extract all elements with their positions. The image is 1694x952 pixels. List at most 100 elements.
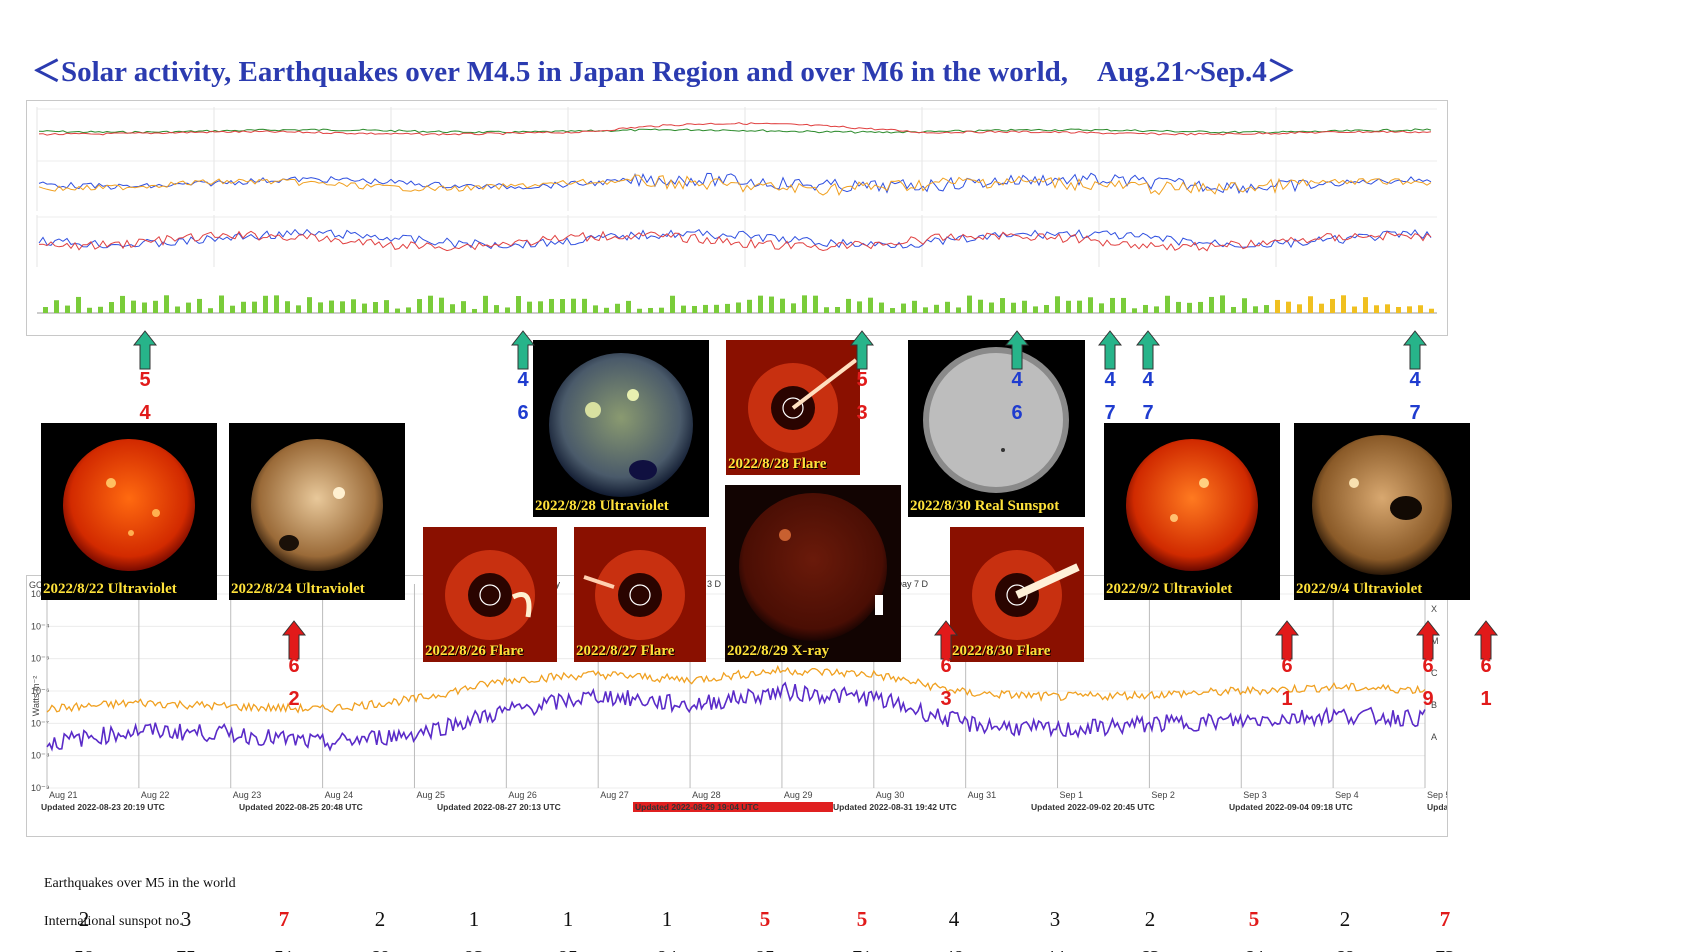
trace-line [38, 174, 1432, 196]
x-tick-label: Aug 25 [416, 790, 445, 800]
magnitude-digit: 9 [1422, 688, 1434, 710]
magnitude-digit: 7 [1142, 402, 1154, 424]
x-tick-label: Aug 27 [600, 790, 629, 800]
kp-bar [1407, 306, 1412, 313]
kp-bar [1000, 298, 1005, 313]
earthquake-count: 3 [180, 907, 192, 931]
time-range-tab[interactable]: 3 Day 7 D [888, 579, 929, 589]
kp-bar [516, 296, 521, 313]
kp-bar [307, 297, 312, 313]
green-up-arrow-icon [1403, 330, 1427, 370]
kp-bar [780, 298, 785, 313]
kp-bar [197, 298, 202, 313]
arrow-shape [934, 620, 958, 660]
earthquake-count: 5 [759, 907, 771, 931]
kp-bar [560, 299, 565, 313]
image-caption: 2022/8/28 Ultraviolet [535, 498, 669, 514]
x-tick-label: Aug 21 [49, 790, 78, 800]
kp-bar [450, 304, 455, 313]
trace-line [38, 128, 1432, 134]
kp-bar [1275, 299, 1280, 313]
kp-bar [351, 299, 356, 313]
coronagraph-icon [950, 527, 1084, 662]
kp-bar [362, 303, 367, 313]
magnitude-digit: 1 [1281, 688, 1293, 710]
earthquake-count: 1 [661, 907, 673, 931]
series-line [46, 664, 1426, 714]
red-up-arrow-icon [1275, 620, 1299, 660]
solar-image: 2022/8/29 X-ray [725, 485, 901, 662]
kp-bar [692, 305, 697, 313]
y-tick-label: 10⁻⁹ [31, 783, 50, 793]
green-up-arrow-icon [1098, 330, 1122, 370]
kp-bar [1077, 300, 1082, 313]
sunspot-number: 69 [1325, 947, 1365, 952]
time-range-tab[interactable]: 3 D [707, 579, 722, 589]
solar-image: 2022/9/4 Ultraviolet [1294, 423, 1470, 600]
kp-bar [1396, 306, 1401, 313]
kp-bar [208, 308, 213, 313]
kp-bar [956, 307, 961, 313]
earthquake-count: 2 [374, 907, 386, 931]
kp-bar [1088, 297, 1093, 313]
kp-bar [725, 303, 730, 313]
trace-line [38, 172, 1432, 195]
flare-class-label: C [1431, 668, 1438, 678]
y-tick-label: 10⁻⁴ [31, 621, 50, 631]
kp-bar [1044, 304, 1049, 313]
kp-bar [736, 302, 741, 313]
kp-bar [637, 308, 642, 313]
kp-bar [945, 301, 950, 313]
kp-bar [1198, 301, 1203, 313]
kp-bar [252, 301, 257, 313]
magnitude-digit: 6 [1422, 655, 1434, 677]
kp-bar [1297, 304, 1302, 313]
kp-bar [879, 302, 884, 313]
kp-bar [571, 298, 576, 313]
chart-header: GOE [29, 580, 49, 590]
green-up-arrow-icon [1136, 330, 1160, 370]
kp-bar [395, 308, 400, 313]
magnitude-digit: 2 [288, 688, 300, 710]
kp-bar [285, 301, 290, 313]
arrow-shape [133, 330, 157, 370]
kp-bar [1209, 296, 1214, 313]
kp-bar [934, 304, 939, 313]
solar-image: 2022/8/30 Real Sunspot [908, 340, 1085, 517]
sunspot-row-label: International sunspot no. [44, 914, 183, 929]
kp-bar [109, 302, 114, 313]
kp-bar [472, 308, 477, 313]
arrow-shape [1474, 620, 1498, 660]
flare-class-label: B [1431, 700, 1437, 710]
kp-bar [835, 306, 840, 313]
coronagraph-icon [574, 527, 706, 662]
kp-bar [824, 307, 829, 313]
arrow-shape [850, 330, 874, 370]
kp-bar [802, 295, 807, 313]
kp-bar [76, 296, 81, 313]
coronagraph-image: 2022/8/26 Flare [423, 527, 557, 662]
kp-bar [241, 301, 246, 313]
flare-class-label: A [1431, 732, 1437, 742]
kp-bar [98, 306, 103, 313]
kp-bar [1330, 298, 1335, 313]
green-up-arrow-icon [850, 330, 874, 370]
red-up-arrow-icon [934, 620, 958, 660]
updated-label: Updated 2022-09-04 09:18 UTC [1229, 802, 1353, 812]
kp-bar [626, 300, 631, 313]
kp-bar [1363, 297, 1368, 313]
kp-bar [1055, 296, 1060, 313]
kp-bar [494, 305, 499, 313]
earthquake-count: 2 [1339, 907, 1351, 931]
kp-bar [703, 304, 708, 313]
kp-bar [131, 300, 136, 313]
sun-icon [251, 439, 383, 571]
kp-bar [538, 301, 543, 313]
kp-bar [1308, 296, 1313, 313]
kp-bar [373, 302, 378, 313]
kp-bar [1066, 300, 1071, 313]
kp-bar [54, 300, 59, 313]
kp-bar [1165, 295, 1170, 313]
kp-bar [384, 300, 389, 313]
sunspot-number: 71 [842, 947, 882, 952]
